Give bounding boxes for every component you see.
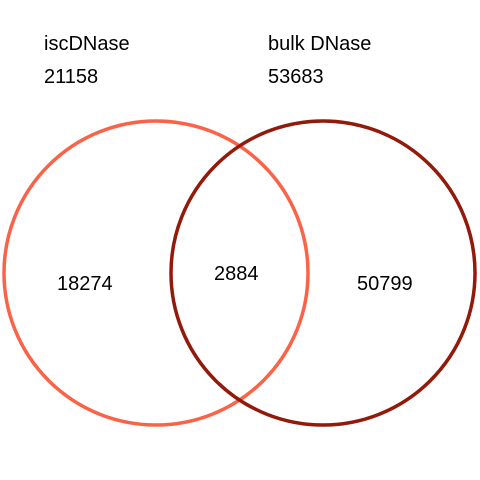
set-a-name: iscDNase [44, 33, 130, 55]
set-a-only-count: 18274 [57, 273, 113, 295]
set-b-total: 53683 [268, 66, 324, 88]
set-b-only-count: 50799 [357, 273, 413, 295]
set-a-circle [2, 119, 310, 427]
overlap-count: 2884 [214, 263, 259, 285]
set-b-name: bulk DNase [268, 33, 372, 55]
set-b-circle [169, 119, 477, 427]
set-a-total: 21158 [44, 66, 99, 88]
